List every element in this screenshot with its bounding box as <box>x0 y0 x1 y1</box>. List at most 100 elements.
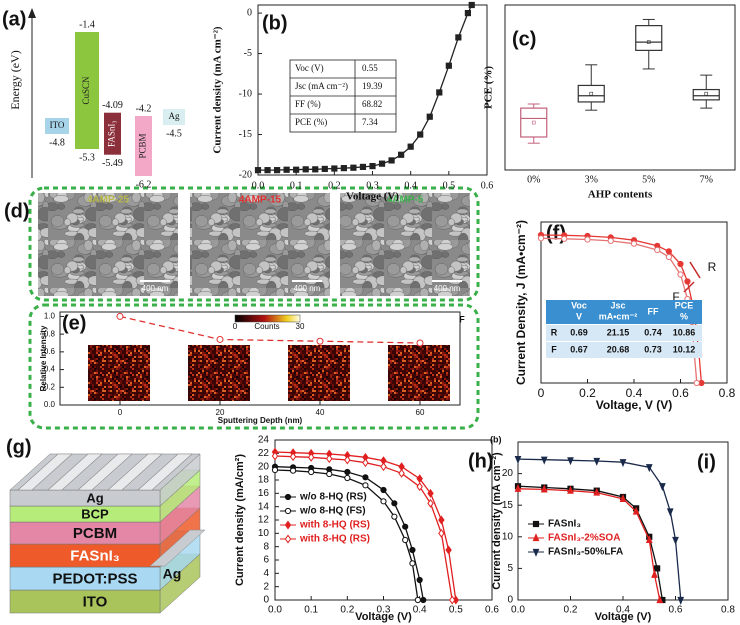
energy-arrow <box>28 8 36 18</box>
marker <box>116 312 124 320</box>
level-label: -4.5 <box>166 128 182 139</box>
marker <box>436 89 443 96</box>
bottom-electrode <box>149 529 206 567</box>
energy-band <box>104 112 121 155</box>
marker <box>645 464 653 473</box>
energy-band <box>75 32 99 149</box>
x-tick-label: 20 <box>216 408 225 417</box>
x-tick-label: 0.0 <box>268 605 282 616</box>
x-tick-label: 0.4 <box>616 605 630 616</box>
table-cell: PCE (%) <box>295 117 327 127</box>
x-tick-label: 0.1 <box>304 605 318 616</box>
marker <box>308 468 315 476</box>
x-tick-label: 0.3 <box>377 605 391 616</box>
marker <box>402 536 409 544</box>
marker <box>283 166 290 173</box>
marker <box>445 62 452 69</box>
x-tick-label: 0 <box>538 386 545 400</box>
y-axis-label: Current density (mA/cm²) <box>234 454 246 586</box>
plot-frame <box>504 4 736 171</box>
marker <box>398 468 405 478</box>
marker <box>326 470 333 478</box>
marker <box>316 337 324 345</box>
table-row <box>546 325 702 341</box>
y-tick-label: 0.0 <box>44 400 56 409</box>
x-tick-label: 0.2 <box>340 605 354 616</box>
image-title: 4AMP-25 <box>87 195 130 206</box>
x-tick-label: 0.2 <box>579 386 596 400</box>
table-cell: 20.68 <box>607 344 630 354</box>
marker <box>619 493 627 502</box>
marker <box>593 457 601 466</box>
x-axis-label: AHP contents <box>588 189 653 201</box>
marker <box>350 164 357 171</box>
x-tick-label: 0.2 <box>564 605 578 616</box>
electrode-stripe <box>137 453 193 491</box>
table-cell: 0.69 <box>570 327 588 337</box>
marker <box>677 260 684 268</box>
marker <box>416 576 423 584</box>
panel-e-border <box>28 303 480 430</box>
marker <box>293 166 300 173</box>
marker <box>216 335 224 343</box>
marker <box>271 466 279 474</box>
curve-arrow <box>683 281 695 293</box>
marker <box>254 167 262 174</box>
legend-marker <box>532 533 540 542</box>
y-tick-label: 12 <box>258 515 270 526</box>
y-axis-label: Relative Intensity <box>39 325 48 391</box>
marker <box>344 455 351 465</box>
box-mean <box>646 40 651 44</box>
x-tick-label: 0.5 <box>443 180 456 191</box>
sem-image <box>340 193 470 296</box>
electrode-label: Ag <box>163 566 182 582</box>
heatmap <box>188 345 250 401</box>
marker <box>380 486 387 494</box>
sub-label: (b) <box>490 434 502 444</box>
x-tick-label: 0.4 <box>626 386 643 400</box>
y-tick-label: -20 <box>239 169 252 180</box>
x-tick-label: 0.6 <box>669 605 683 616</box>
marker <box>427 488 434 498</box>
marker <box>630 240 638 247</box>
y-tick-label: 10 <box>258 528 270 539</box>
marker <box>619 459 627 468</box>
axis-label: Energy (eV) <box>8 50 22 109</box>
heatmap <box>388 345 450 401</box>
legend-marker <box>284 493 292 501</box>
marker <box>380 498 387 505</box>
marker <box>632 506 640 515</box>
x-tick-label: 0% <box>527 174 540 185</box>
level-label: -4.09 <box>102 100 123 111</box>
panel-label: (b) <box>262 12 288 34</box>
marker <box>561 235 568 242</box>
y-tick-label: 0.4 <box>44 365 56 374</box>
box <box>692 88 720 101</box>
marker <box>369 162 376 170</box>
y-tick-label: 5 <box>507 563 513 574</box>
level-label: -5.3 <box>79 152 95 163</box>
heatmap <box>88 345 150 401</box>
table-cell: F <box>551 344 557 354</box>
panel-label: (h) <box>468 450 494 472</box>
marker <box>326 454 333 464</box>
table-cell: R <box>551 327 558 337</box>
marker <box>426 113 433 120</box>
panel-label: (g) <box>6 436 32 458</box>
y-tick-label: 22 <box>258 448 270 459</box>
y-tick-label: 4 <box>263 568 269 579</box>
y-tick-label: 0 <box>263 595 269 606</box>
table-header-text: Voc <box>571 300 587 310</box>
energy-level <box>163 109 185 125</box>
layer-name: BCP <box>81 506 109 521</box>
marker <box>584 236 591 243</box>
table-header-text: % <box>680 311 688 321</box>
y-tick-label: 8 <box>263 541 269 552</box>
x-tick-label: 0.1 <box>290 180 303 191</box>
image-title: 4AMP-5 <box>387 195 424 206</box>
y-axis-label: PCE (%) <box>483 66 495 109</box>
y-tick-label: 20 <box>502 468 514 479</box>
marker <box>438 515 445 525</box>
marker <box>414 596 421 604</box>
